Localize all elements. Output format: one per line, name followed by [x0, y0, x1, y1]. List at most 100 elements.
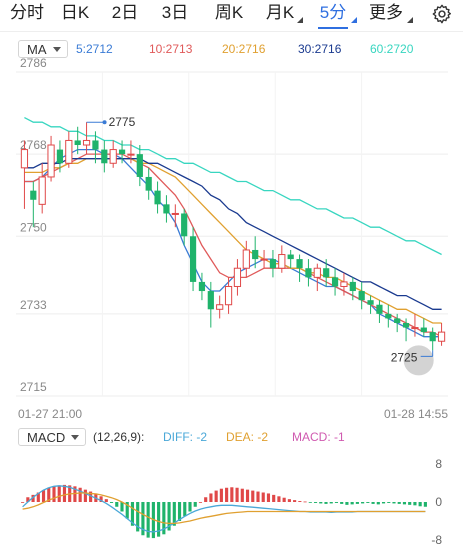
- dea-line: [22, 492, 426, 525]
- candle: [154, 181, 161, 214]
- period-tabs: 分时 日K 2日 3日 周K 月K 5分 更多: [0, 0, 463, 30]
- macd-y-tick: 8: [435, 457, 442, 471]
- macd-bar: [261, 492, 265, 502]
- tab-0[interactable]: 分时: [8, 0, 46, 30]
- tab-label: 月K: [265, 3, 295, 22]
- candle: [402, 318, 410, 342]
- y-tick-label: 2750: [20, 220, 47, 234]
- macd-bar: [266, 493, 271, 502]
- macd-bar: [141, 502, 145, 536]
- candle: [394, 313, 401, 333]
- macd-bar: [245, 489, 250, 502]
- tab-dropdown-icon: [351, 17, 357, 23]
- candle: [340, 272, 348, 296]
- macd-dropdown-icon: [71, 435, 79, 440]
- macd-bar: [240, 488, 244, 502]
- candle: [163, 195, 170, 223]
- macd-bar: [350, 502, 354, 505]
- candle: [30, 181, 37, 228]
- macd-bar: [361, 502, 365, 504]
- macd-bar: [183, 502, 187, 517]
- macd-bar: [209, 493, 213, 502]
- candle: [171, 204, 179, 228]
- x-label-end: 01-28 14:55: [384, 407, 448, 420]
- tab-label: 更多: [369, 3, 403, 22]
- macd-select-label: MACD: [27, 430, 66, 445]
- macd-bar: [41, 490, 46, 502]
- candlestick-chart[interactable]: 2786 2768 2750 2733 2715 2775 2725 01-27 21:00 0…: [0, 0, 463, 420]
- macd-bar: [47, 487, 51, 502]
- candle: [242, 240, 250, 278]
- candle: [92, 131, 99, 164]
- macd-bar: [329, 502, 333, 504]
- candle: [101, 140, 108, 173]
- candle: [47, 135, 55, 182]
- ma-legend-item: 5:2712: [76, 42, 113, 56]
- candle: [74, 126, 81, 155]
- macd-bar: [397, 502, 401, 504]
- macd-bar: [423, 502, 427, 507]
- settings-gear-icon[interactable]: [431, 3, 453, 25]
- candle: [323, 259, 330, 287]
- macd-bar: [340, 502, 344, 504]
- candle: [109, 140, 117, 168]
- candle: [331, 268, 339, 296]
- tab-2[interactable]: 2日: [110, 0, 140, 30]
- macd-bar: [313, 502, 318, 503]
- tab-label: 分时: [10, 3, 44, 22]
- tab-5[interactable]: 月K: [264, 0, 303, 30]
- macd-bar: [303, 501, 307, 503]
- macd-bar: [26, 497, 30, 502]
- tab-4[interactable]: 周K: [212, 0, 246, 30]
- candle: [189, 227, 197, 292]
- macd-bar: [355, 502, 359, 504]
- macd-bar: [219, 488, 223, 502]
- tab-3[interactable]: 3日: [160, 0, 190, 30]
- ma-legend-item: 30:2716: [298, 42, 342, 56]
- macd-bar: [376, 502, 380, 505]
- candle: [82, 122, 91, 155]
- candle: [181, 208, 188, 246]
- macd-bar: [366, 502, 370, 503]
- macd-bar: [130, 502, 135, 526]
- macd-bar: [392, 502, 396, 504]
- ma-legend-item: 60:2720: [370, 42, 414, 56]
- macd-bar: [277, 496, 281, 502]
- tab-label: 日K: [60, 3, 90, 22]
- macd-indicator-select[interactable]: MACD: [18, 428, 86, 446]
- candle: [367, 295, 374, 314]
- candle: [233, 259, 242, 296]
- tab-dropdown-icon: [297, 17, 303, 23]
- tab-1[interactable]: 日K: [58, 0, 92, 30]
- candle: [198, 272, 206, 301]
- macd-bar: [167, 502, 171, 531]
- macd-bar: [99, 496, 103, 502]
- tab-6[interactable]: 5分: [316, 0, 357, 30]
- candle: [437, 322, 446, 346]
- macd-bar: [287, 499, 291, 502]
- macd-chart[interactable]: 8 0 -8: [0, 450, 463, 550]
- macd-bar: [324, 502, 328, 504]
- high-marker-dot: [102, 120, 107, 125]
- macd-bar: [125, 502, 129, 519]
- macd-bar: [298, 501, 302, 502]
- candle: [260, 249, 268, 269]
- candle: [358, 281, 365, 310]
- macd-bar: [334, 502, 339, 503]
- macd-bar: [235, 487, 239, 502]
- macd-bar: [230, 487, 234, 502]
- ma-line-60: [24, 117, 442, 256]
- tab-7[interactable]: 更多: [366, 0, 413, 30]
- candle: [207, 281, 214, 328]
- tab-label: 3日: [161, 3, 189, 22]
- ma-indicator-select[interactable]: MA: [18, 40, 68, 58]
- macd-bar: [78, 487, 82, 502]
- macd-bar: [319, 502, 323, 504]
- ma-line-30: [24, 158, 442, 310]
- candle: [287, 249, 294, 269]
- candle: [385, 304, 392, 328]
- macd-bar: [188, 502, 192, 512]
- macd-bar: [387, 502, 391, 503]
- macd-bar: [62, 484, 67, 502]
- crosshair-touch-icon[interactable]: [403, 345, 434, 376]
